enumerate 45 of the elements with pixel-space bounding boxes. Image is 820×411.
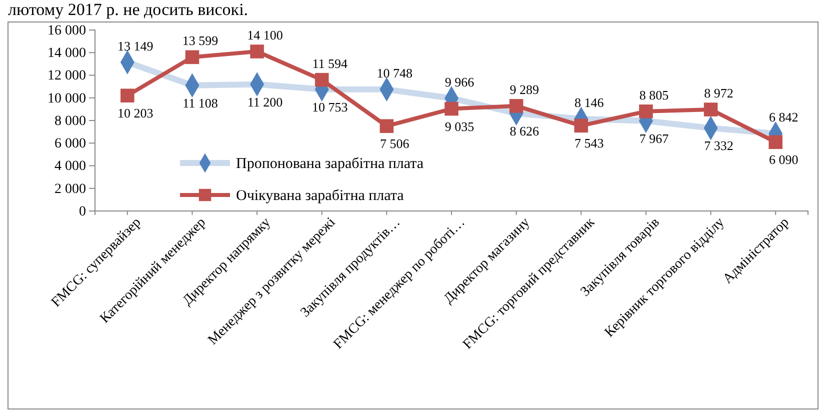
point	[574, 118, 588, 133]
y-tick-label: 10 000	[48, 91, 86, 106]
data-label: 8 146	[574, 94, 604, 110]
point	[639, 104, 653, 118]
data-label: 14 100	[247, 27, 283, 42]
data-label: 8 805	[639, 87, 669, 102]
data-label: 6 090	[768, 152, 798, 168]
data-label: 9 035	[444, 118, 474, 134]
data-label: 7 506	[380, 136, 410, 152]
y-tick-label: 0	[79, 204, 86, 220]
data-label: 11 200	[247, 94, 283, 110]
y-tick-label: 12 000	[48, 68, 86, 84]
y-tick-label: 16 000	[48, 23, 86, 38]
data-label: 10 748	[376, 65, 413, 80]
y-tick-label: 14 000	[48, 46, 86, 62]
point	[768, 135, 782, 149]
point	[314, 72, 329, 87]
point	[704, 102, 718, 116]
data-label: 8 972	[704, 86, 734, 101]
data-label: 11 108	[182, 95, 218, 110]
data-label: 10 753	[312, 99, 348, 114]
data-label: 7 967	[639, 130, 670, 146]
y-tick-label: 6 000	[54, 136, 86, 152]
point	[509, 99, 524, 113]
y-tick-label: 4 000	[54, 159, 86, 174]
data-label: 11 594	[312, 56, 348, 71]
data-label: 7 332	[704, 138, 734, 154]
data-label: 9 289	[510, 82, 539, 97]
data-label: 13 599	[182, 33, 218, 48]
data-label: 9 966	[444, 74, 475, 90]
point	[250, 44, 264, 58]
point	[380, 119, 394, 133]
legend-label: Пропонована зарабітна плата	[236, 156, 424, 172]
data-label: 6 842	[768, 110, 798, 125]
data-label: 10 203	[118, 106, 154, 121]
text: лютому 2017 р. не досить високі.	[8, 0, 248, 19]
point	[120, 88, 134, 102]
y-tick-label: 8 000	[54, 114, 86, 129]
data-label: 13 149	[118, 38, 154, 54]
legend-label: Очікувана зарабітна плата	[236, 188, 404, 204]
data-label: 7 543	[574, 136, 604, 151]
point	[444, 102, 458, 116]
data-label: 8 626	[510, 123, 540, 138]
y-tick-label: 2 000	[54, 182, 86, 197]
point	[185, 50, 200, 64]
